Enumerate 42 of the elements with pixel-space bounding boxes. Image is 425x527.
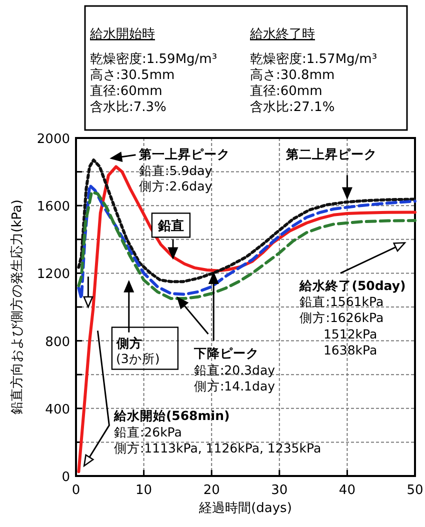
text: 給水開始時: [89, 27, 155, 42]
y-tick-label: 2000: [36, 132, 70, 147]
x-tick-label: 0: [72, 483, 80, 498]
annotation: 鉛直:1561kPa: [300, 294, 384, 310]
annotation: 側方:2.6day: [139, 178, 213, 194]
text: 乾燥密度:1.57Mg/m³: [250, 51, 378, 67]
annotation: 側方:1626kPa: [300, 310, 384, 326]
y-tick-label: 0: [62, 470, 70, 485]
annotation: 側方:14.1day: [194, 378, 276, 394]
x-axis-title: 経過時間(days): [198, 501, 292, 516]
annotation: 下降ピーク: [192, 346, 259, 361]
text: 含水比:27.1%: [250, 100, 335, 115]
annotation: (3か所): [116, 350, 160, 366]
x-tick-label: 40: [338, 483, 356, 498]
x-tick-label: 50: [406, 483, 424, 498]
annotation: 側方: [116, 336, 143, 351]
annotation: 給水終了(50day): [298, 278, 406, 294]
text: 直径:60mm: [90, 84, 162, 99]
y-axis-title: 鉛直方向および側方の発生応力(kPa): [9, 200, 25, 414]
text: 高さ:30.8mm: [250, 67, 335, 83]
x-tick-label: 30: [271, 483, 288, 498]
annotation: 1638kPa: [323, 342, 378, 358]
x-tick-label: 20: [203, 483, 220, 498]
text: 含水比:7.3%: [90, 100, 166, 115]
y-tick-label: 1200: [36, 267, 70, 282]
y-tick-label: 400: [45, 402, 70, 418]
annotation: 1512kPa: [323, 326, 378, 342]
annotation: 第一上昇ピーク: [138, 146, 230, 162]
annotation: 鉛直:20.3day: [194, 362, 276, 378]
annotation: 第二上昇ピーク: [285, 146, 378, 162]
annotation: 鉛直:26kPa: [114, 424, 182, 440]
annotation: 鉛直: [156, 219, 184, 234]
annotation: 側方:1113kPa, 1126kPa, 1235kPa: [114, 440, 322, 456]
text: 直径:60mm: [250, 84, 322, 99]
y-tick-label: 1600: [36, 200, 70, 215]
x-tick-label: 10: [136, 483, 152, 498]
y-tick-label: 800: [45, 334, 70, 350]
text: 高さ:30.5mm: [90, 67, 175, 83]
text: 給水終了時: [249, 27, 315, 42]
annotation: 給水開始(568min): [112, 408, 230, 424]
text: 乾燥密度:1.59Mg/m³: [90, 51, 218, 67]
annotation: 鉛直:5.9day: [139, 163, 213, 178]
